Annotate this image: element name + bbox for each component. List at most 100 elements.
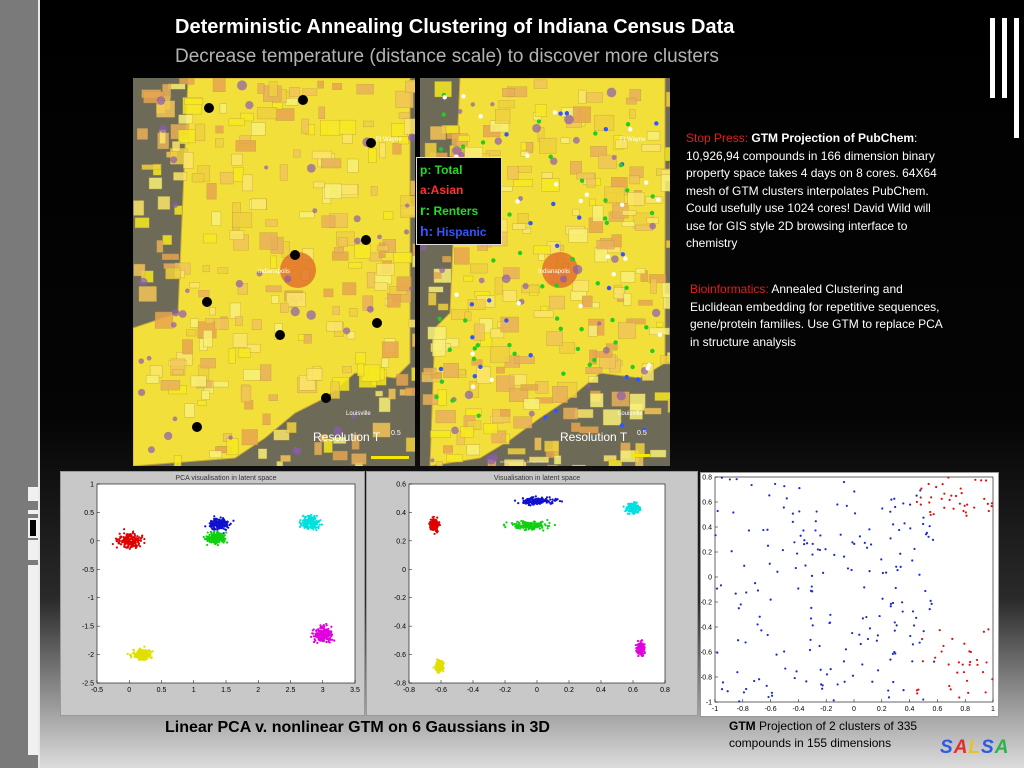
data-point — [797, 587, 800, 590]
county-patch — [257, 83, 265, 94]
county-patch — [379, 142, 386, 159]
data-point — [911, 660, 914, 663]
stop-press-label: Stop Press: — [686, 131, 752, 145]
county-patch — [156, 240, 164, 253]
data-point — [429, 527, 432, 530]
x-tick-label: 2.5 — [286, 687, 296, 694]
data-point — [762, 528, 765, 532]
data-point — [975, 658, 979, 662]
data-point — [889, 658, 892, 661]
data-point — [516, 520, 519, 523]
data-point — [222, 527, 225, 530]
data-point — [640, 647, 643, 650]
county-patch — [265, 285, 282, 293]
data-point — [767, 695, 770, 699]
data-point — [134, 653, 137, 657]
data-point — [636, 639, 640, 643]
data-point — [429, 525, 432, 529]
data-point — [911, 643, 915, 646]
county-patch — [623, 293, 632, 306]
data-point — [766, 528, 769, 531]
cluster-pin-marker — [441, 112, 446, 117]
x-tick-label: 2 — [256, 687, 260, 694]
data-point — [913, 547, 916, 551]
data-point — [132, 648, 135, 652]
data-point — [902, 502, 905, 505]
data-point — [851, 674, 855, 677]
data-point — [115, 540, 119, 543]
data-point — [633, 510, 636, 513]
density-dot — [172, 416, 178, 422]
data-point — [794, 566, 797, 570]
legend-label-asian: Asian — [430, 183, 464, 197]
data-point — [853, 512, 857, 515]
data-point — [805, 542, 809, 545]
data-point — [635, 646, 638, 650]
county-patch — [356, 83, 374, 95]
county-patch — [523, 398, 540, 410]
data-point — [310, 635, 313, 638]
data-point — [204, 525, 207, 528]
data-point — [544, 524, 547, 527]
data-point — [221, 516, 225, 520]
data-point — [918, 641, 921, 644]
data-point — [533, 522, 537, 525]
data-point — [206, 543, 209, 547]
data-point — [222, 519, 226, 522]
cluster-pin-marker — [480, 140, 486, 145]
data-point — [859, 642, 862, 646]
cluster-pin-marker — [604, 220, 610, 226]
data-point — [832, 699, 835, 702]
data-point — [889, 602, 893, 605]
cluster-pin-marker — [472, 373, 478, 379]
data-point — [149, 651, 152, 654]
density-dot — [137, 388, 146, 397]
county-patch — [541, 178, 560, 192]
county-patch — [174, 205, 183, 215]
data-point — [935, 485, 938, 489]
county-patch — [412, 254, 415, 268]
county-patch — [203, 329, 213, 348]
cluster-pin-marker — [442, 95, 447, 100]
county-patch — [410, 180, 415, 196]
county-patch — [485, 150, 501, 156]
density-dot — [306, 310, 316, 320]
data-point — [436, 658, 439, 661]
data-point — [990, 502, 994, 505]
density-dot — [478, 277, 485, 284]
data-point — [881, 597, 884, 600]
data-point — [432, 666, 435, 669]
cluster-pin-marker — [593, 131, 598, 136]
county-patch — [381, 357, 389, 368]
county-patch — [464, 311, 472, 322]
data-point — [123, 543, 126, 546]
county-patch — [604, 186, 625, 204]
x-tick-label: -0.6 — [435, 687, 447, 694]
density-dot — [616, 391, 626, 401]
data-point — [111, 542, 114, 546]
data-point — [909, 634, 912, 638]
data-point — [440, 664, 443, 667]
data-point — [536, 500, 539, 504]
county-patch — [629, 393, 646, 411]
density-dot — [470, 102, 476, 107]
data-point — [521, 524, 524, 527]
cluster-pin-marker — [507, 342, 512, 348]
density-dot — [408, 133, 415, 142]
data-point — [330, 625, 333, 628]
county-patch — [443, 362, 459, 378]
density-dot — [343, 327, 351, 335]
data-point — [811, 542, 814, 546]
county-patch — [161, 253, 179, 260]
county-patch — [582, 295, 593, 308]
data-point — [142, 651, 145, 655]
data-point — [128, 547, 131, 550]
density-dot — [550, 157, 558, 165]
series-4 — [126, 645, 154, 661]
county-patch — [211, 211, 222, 226]
density-dot — [457, 108, 463, 114]
slide-tick-active[interactable] — [28, 518, 38, 538]
density-dot — [611, 255, 619, 263]
county-patch — [648, 274, 666, 284]
slide-subtitle: Decrease temperature (distance scale) to… — [175, 46, 719, 67]
